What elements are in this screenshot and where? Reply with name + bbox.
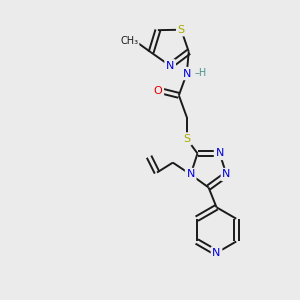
Text: N: N <box>183 69 191 79</box>
Text: CH₃: CH₃ <box>120 35 138 46</box>
Text: N: N <box>215 148 224 158</box>
Text: O: O <box>154 86 162 96</box>
Text: N: N <box>166 61 174 71</box>
Text: N: N <box>187 169 195 179</box>
Text: S: S <box>183 134 190 144</box>
Text: S: S <box>178 25 185 35</box>
Text: N: N <box>222 169 231 179</box>
Text: N: N <box>212 248 221 258</box>
Text: –H: –H <box>195 68 207 78</box>
